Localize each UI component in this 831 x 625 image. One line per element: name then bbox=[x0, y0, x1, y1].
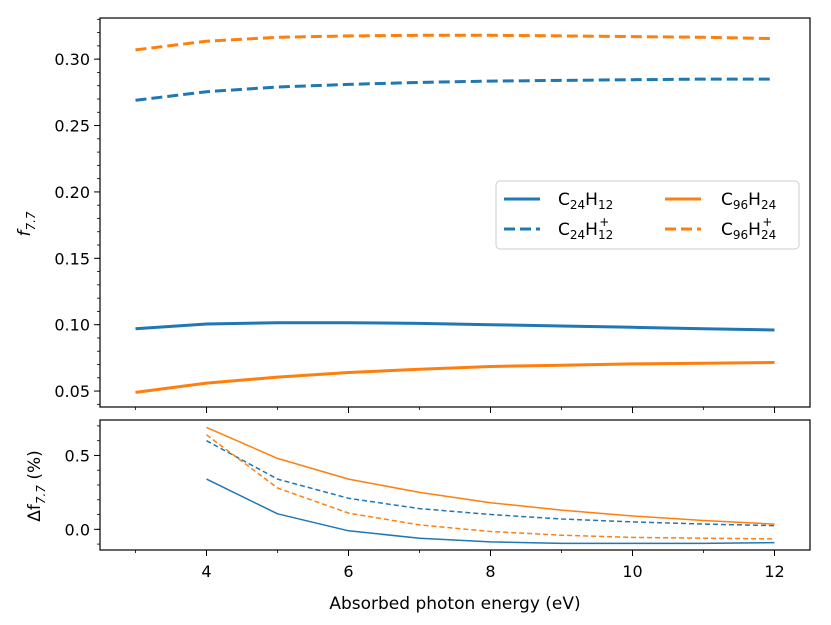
bottom-series-c96h24 bbox=[206, 426, 775, 525]
bottom-plot-frame bbox=[99, 419, 811, 551]
top-series-c96h24 bbox=[135, 361, 775, 394]
top-series-c24h12 bbox=[135, 321, 775, 332]
bottom-series-c24h12-plus bbox=[206, 440, 775, 527]
legend-label-c24h12-plus: C24H12+ bbox=[558, 215, 613, 242]
legend-entry-c24h12: C24H12 bbox=[504, 190, 613, 212]
top-y-tick-label: 0.20 bbox=[54, 183, 90, 202]
bottom-x-axis: 4 6 8 10 12 bbox=[135, 550, 785, 581]
bottom-x-tick-label: 4 bbox=[201, 562, 211, 581]
top-series-c96h24-plus bbox=[135, 33, 775, 52]
bottom-y-tick-label: 0.0 bbox=[65, 520, 90, 539]
bottom-x-tick-label: 6 bbox=[343, 562, 353, 581]
top-plot-frame bbox=[99, 17, 811, 408]
bottom-x-tick-label: 8 bbox=[485, 562, 495, 581]
bottom-series-group bbox=[206, 426, 775, 545]
bottom-y-axis-title: Δf7.7 (%) bbox=[25, 450, 48, 522]
legend-entry-c96h24: C96H24 bbox=[665, 190, 776, 212]
top-y-tick-label: 0.15 bbox=[54, 249, 90, 268]
top-y-axis-title: f7.7 bbox=[15, 211, 38, 236]
top-y-tick-label: 0.25 bbox=[54, 117, 90, 136]
top-panel: 0.05 0.10 0.15 0.20 0.25 0.30 f7.7 C24H12 C24… bbox=[15, 17, 811, 413]
bottom-panel: 0.0 0.5 4 6 8 10 12 Δf7.7 (%) Absorbed photon… bbox=[25, 419, 811, 614]
bottom-x-tick-label: 10 bbox=[622, 562, 642, 581]
top-series-c24h12-plus bbox=[135, 77, 775, 102]
legend-label-c24h12: C24H12 bbox=[558, 190, 613, 212]
top-y-tick-label: 0.10 bbox=[54, 316, 90, 335]
x-axis-title: Absorbed photon energy (eV) bbox=[329, 594, 580, 614]
legend-box bbox=[495, 180, 800, 250]
legend: C24H12 C24H12+ C96H24 C96H24+ bbox=[495, 180, 800, 250]
top-x-axis bbox=[135, 407, 775, 413]
bottom-series-c96h24-plus bbox=[206, 434, 775, 540]
top-series-group bbox=[135, 33, 775, 394]
legend-label-c96h24-plus: C96H24+ bbox=[721, 215, 776, 242]
top-y-axis: 0.05 0.10 0.15 0.20 0.25 0.30 bbox=[54, 18, 100, 405]
bottom-y-tick-label: 0.5 bbox=[65, 446, 90, 465]
legend-label-c96h24: C96H24 bbox=[721, 190, 776, 212]
top-y-tick-label: 0.05 bbox=[54, 382, 90, 401]
legend-entry-c96h24-plus: C96H24+ bbox=[665, 215, 776, 242]
bottom-x-tick-label: 12 bbox=[764, 562, 784, 581]
bottom-y-axis: 0.0 0.5 bbox=[65, 425, 100, 545]
bottom-series-c24h12 bbox=[206, 478, 775, 545]
legend-entry-c24h12-plus: C24H12+ bbox=[504, 215, 613, 242]
top-y-tick-label: 0.30 bbox=[54, 50, 90, 69]
